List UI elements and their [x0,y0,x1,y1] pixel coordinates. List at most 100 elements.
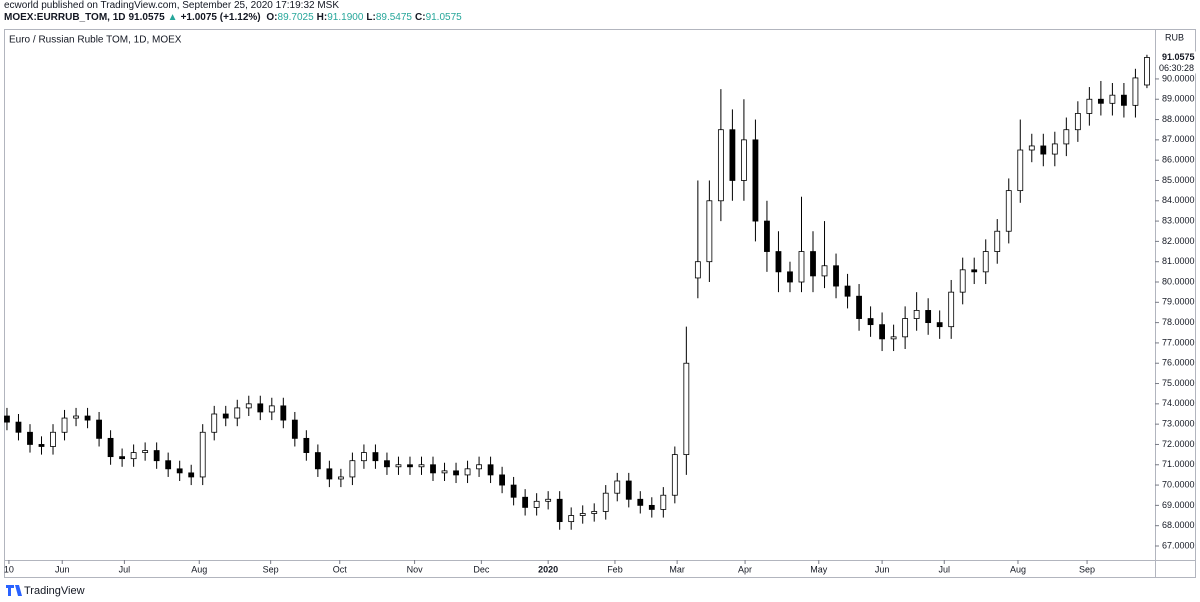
candle-body [510,484,517,498]
candle-body [660,494,667,510]
candle-body [902,318,909,338]
candle-body [1005,190,1012,232]
candle-body [775,251,782,273]
x-tick-label: Mar [669,564,685,574]
candle-body [821,265,828,277]
candle-body [1074,113,1081,131]
candle-body [153,450,160,462]
candle-body [798,251,805,283]
x-tick-label: Aug [1010,564,1026,574]
last-price-box [1156,51,1196,74]
countdown: 06:30:28 [1159,63,1194,73]
candle-body [579,513,586,516]
candle-body [165,460,172,470]
candle-body [1017,149,1024,192]
y-tick-label: 70.0000 [1162,479,1195,489]
x-tick-label: 2020 [538,564,558,574]
candle-body [142,450,149,453]
candle-body [349,460,356,478]
y-tick-label: 71.0000 [1162,459,1195,469]
x-tick-label: Jul [119,564,131,574]
x-tick-label: Aug [191,564,207,574]
candle-body [717,129,724,202]
ohlc-label: C: [415,12,426,23]
y-tick-label: 75.0000 [1162,378,1195,388]
ohlc-label: O: [266,12,278,23]
candle-body [1144,57,1150,86]
candle-body [913,310,920,319]
x-tick-label: Sep [263,564,279,574]
candle-body [671,454,678,496]
candle-body [176,468,183,474]
candle-body [361,452,367,462]
candle-body [487,464,494,476]
ohlc-value: 91.1900 [327,12,364,23]
candle-body [1028,145,1035,151]
candle-body [418,464,425,468]
x-tick-label: Jun [55,564,70,574]
candle-body [453,470,459,476]
candle-body [971,269,978,273]
candle-body [441,470,448,474]
candle-body [222,413,229,419]
candle-body [591,511,598,514]
candle-body [1051,143,1058,155]
candle-body [430,464,436,474]
candle-body [1040,145,1047,155]
candle-body [706,200,713,263]
candle-body [568,515,575,523]
candle-body [476,464,482,470]
candle-body [291,419,298,439]
candle-body [694,261,701,279]
candle-body [326,468,333,480]
candle-body [234,407,241,419]
candle-body [752,139,759,222]
y-tick-label: 77.0000 [1162,337,1195,347]
candle-body [245,403,252,409]
candle-body [280,405,287,421]
candle-body [188,472,195,478]
x-tick-label: Feb [607,564,623,574]
candle-body [61,417,68,433]
y-tick-label: 80.0000 [1162,276,1195,286]
candle-body [982,251,989,273]
candle-body [407,464,413,468]
candle-body [614,480,621,494]
currency: RUB [1165,32,1184,42]
ohlc-label: H: [316,12,328,23]
candle-body [499,474,506,486]
candle-body [107,437,114,458]
candle-body [268,405,275,413]
candle-body [199,431,206,478]
tv-logo [6,585,22,596]
x-tick-label: May [810,564,828,574]
candle-body [50,431,56,447]
change: +1.0075 (+1.12%) [180,12,261,23]
candle-body [38,444,45,447]
ohlc-value: 89.5475 [375,12,412,23]
x-tick-label: Jul [939,564,951,574]
candle-body [372,452,379,462]
candle-body [257,403,264,413]
y-tick-label: 85.0000 [1162,175,1195,185]
candle-body [741,139,747,181]
ohlc-value: 91.0575 [425,12,462,23]
candle-body [1097,98,1104,104]
candle-body [119,456,126,460]
candle-body [96,419,102,439]
candle-body [130,452,137,460]
y-tick-label: 78.0000 [1162,317,1195,327]
quote-line: MOEX:EURRUB_TOM, 1D 91.0575 ▲ +1.0075 (+1.1… [4,12,465,24]
candle-body [1063,129,1070,145]
arrow: ▲ [167,12,178,23]
candle-body [833,265,839,287]
candle-body [556,498,563,523]
candle-body [879,324,885,340]
y-tick-label: 68.0000 [1162,520,1195,530]
y-tick-label: 73.0000 [1162,419,1195,429]
x-tick-label: Dec [473,564,490,574]
y-tick-label: 89.0000 [1162,94,1195,104]
candle-body [4,415,10,423]
ohlc-label: L: [366,12,376,23]
